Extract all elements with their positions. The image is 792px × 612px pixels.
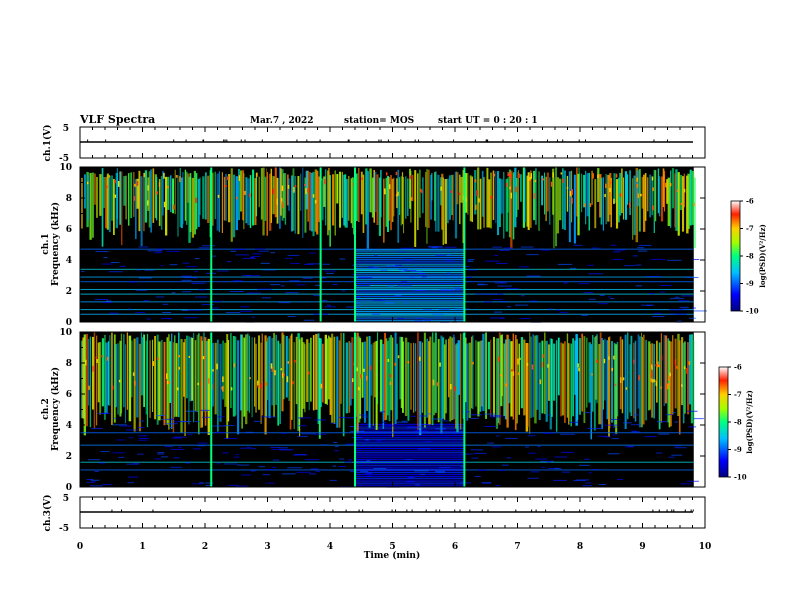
date-label: Mar.7 , 2022 [250, 116, 314, 126]
colorbar-tick: -10 [734, 473, 747, 482]
spectrogram-ytick: 6 [66, 390, 72, 400]
spectrogram-ytick: 0 [66, 483, 72, 493]
ch2-spectrogram-ylabel-1: ch.2 [41, 398, 51, 419]
spectrogram-ytick: 8 [66, 194, 72, 204]
spectrogram-ytick: 0 [66, 318, 72, 328]
panel-ch1-waveform: 5 -5 ch.1(V) [42, 124, 706, 164]
spectrogram-ytick: 10 [59, 328, 72, 338]
x-tick-label: 4 [327, 542, 333, 552]
spectrogram-ytick: 2 [66, 452, 72, 462]
figure-title: VLF Spectra [79, 113, 155, 126]
panel-ch2-spectrogram: 0 2 4 6 8 10 ch.2 Frequency (kHz) -6 -7 -8 -9 -10… [41, 328, 754, 493]
x-axis-label: Time (min) [364, 550, 421, 561]
ch1-waveform-ylabel: ch.1(V) [42, 125, 53, 162]
colorbar-tick: -6 [734, 363, 742, 372]
x-tick-label: 5 [389, 542, 395, 552]
ch2-spectrogram-ylabel-2: Frequency (kHz) [50, 367, 61, 451]
colorbar-tick: -7 [746, 224, 754, 233]
spectrogram-ytick: 10 [59, 163, 72, 173]
x-tick-label: 1 [139, 542, 145, 552]
x-tick-label: 0 [77, 542, 83, 552]
colorbar-tick: -9 [734, 445, 742, 454]
ch1-ytick-bottom: -5 [59, 154, 69, 164]
colorbar-ch1 [730, 200, 741, 312]
ch3-ytick-top: 5 [63, 494, 69, 504]
colorbar-tick: -9 [746, 279, 754, 288]
start-time-label: start UT = 0 : 20 : 1 [438, 116, 538, 126]
spectrogram-ytick: 4 [66, 256, 72, 266]
ch1-ytick-top: 5 [63, 124, 69, 134]
colorbar-tick: -10 [746, 307, 759, 316]
x-tick-label: 3 [264, 542, 270, 552]
x-tick-label: 9 [639, 542, 645, 552]
colorbar-tick: -7 [734, 390, 742, 399]
panel-ch1-spectrogram: 0 2 4 6 8 10 ch.1 Frequency (kHz) -6 -7 -8 -9 -10… [41, 163, 767, 328]
x-tick-label: 10 [699, 542, 712, 552]
ch1-spectrogram-ylabel-2: Frequency (kHz) [50, 202, 61, 286]
x-tick-label: 8 [577, 542, 583, 552]
spectrogram-ytick: 4 [66, 421, 72, 431]
ch3-ytick-bottom: -5 [59, 524, 69, 534]
colorbar-ch2 [718, 366, 729, 478]
spectrogram-ytick: 6 [66, 225, 72, 235]
colorbar-tick: -8 [746, 252, 754, 261]
station-label: station= MOS [344, 116, 414, 126]
x-tick-label: 7 [514, 542, 520, 552]
ch1-spectrogram-ylabel-1: ch.1 [41, 233, 51, 254]
colorbar-tick: -8 [734, 418, 742, 427]
x-tick-label: 6 [452, 542, 458, 552]
ch3-waveform-ylabel: ch.3(V) [42, 495, 53, 532]
panel-ch3-waveform: 5 -5 ch.3(V) 0 1 2 3 4 5 6 7 8 9 10 Time (min) [42, 494, 711, 561]
spectrogram-ytick: 8 [66, 359, 72, 369]
spectrogram-ytick: 2 [66, 287, 72, 297]
colorbar-ch2-label: log(PSD)(V²/Hz) [745, 390, 754, 454]
x-tick-label: 2 [202, 542, 208, 552]
colorbar-tick: -6 [746, 197, 754, 206]
colorbar-ch1-label: log(PSD)(V²/Hz) [758, 224, 767, 288]
